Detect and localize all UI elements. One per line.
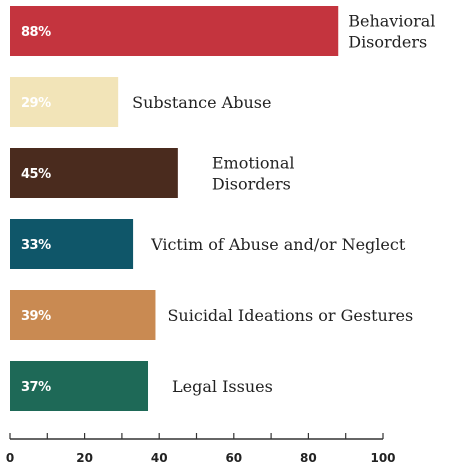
bar xyxy=(10,361,149,411)
x-tick-label: 80 xyxy=(300,451,317,465)
category-label: Behavioral Disorders xyxy=(348,12,435,52)
bar-value-label: 88% xyxy=(21,25,51,40)
category-label-line: Behavioral xyxy=(348,12,435,31)
category-label: Substance Abuse xyxy=(132,93,271,112)
x-axis: 0 20 40 60 80 100 xyxy=(6,433,396,465)
bar xyxy=(10,77,119,127)
category-label-line: Legal Issues xyxy=(172,377,273,396)
bar xyxy=(10,148,178,198)
category-label: Victim of Abuse and/or Neglect xyxy=(150,235,406,254)
category-label-line: Emotional xyxy=(212,154,295,173)
x-tick-label: 100 xyxy=(370,451,395,465)
category-label: Emotional Disorders xyxy=(212,154,295,194)
bar-value-label: 45% xyxy=(21,167,51,182)
bar-value-label: 29% xyxy=(21,96,51,111)
bar-value-label: 33% xyxy=(21,238,51,253)
bar-value-label: 37% xyxy=(21,380,51,395)
bar xyxy=(10,290,156,340)
bar xyxy=(10,6,339,56)
x-tick-label: 60 xyxy=(225,451,242,465)
bar xyxy=(10,219,134,269)
category-label-line: Disorders xyxy=(348,33,427,52)
category-label: Legal Issues xyxy=(172,377,273,396)
category-label-line: Substance Abuse xyxy=(132,93,271,112)
category-label-line: Suicidal Ideations or Gestures xyxy=(167,306,413,325)
category-label: Suicidal Ideations or Gestures xyxy=(167,306,413,325)
x-tick-label: 0 xyxy=(6,451,14,465)
category-label-line: Victim of Abuse and/or Neglect xyxy=(150,235,406,254)
x-tick-label: 20 xyxy=(76,451,93,465)
x-tick-label: 40 xyxy=(151,451,168,465)
category-label-line: Disorders xyxy=(212,175,291,194)
bars-layer: 88% Behavioral Disorders 29% Substance Abuse… xyxy=(10,6,435,411)
bar-value-label: 39% xyxy=(21,309,51,324)
